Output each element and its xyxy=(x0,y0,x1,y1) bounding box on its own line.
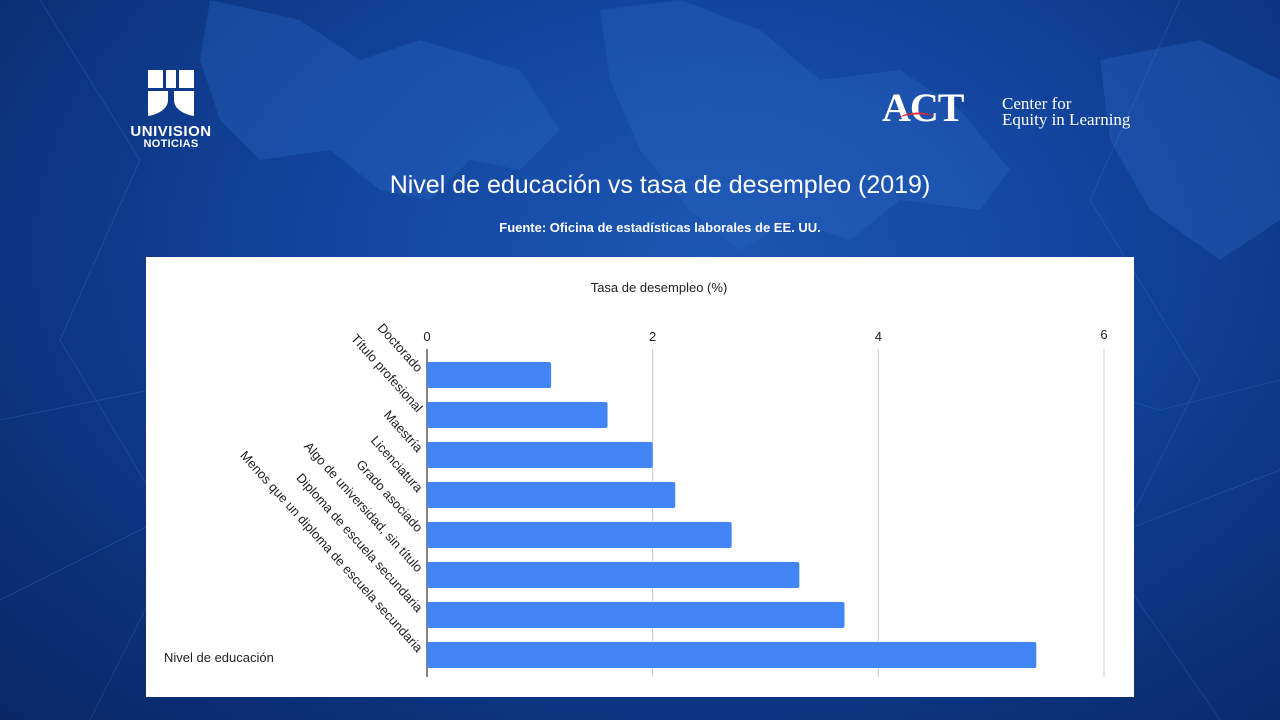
y-axis-label: Nivel de educación xyxy=(164,650,274,665)
bar xyxy=(427,442,653,468)
chart-title: Tasa de desempleo (%) xyxy=(591,280,728,295)
x-tick-label: 0 xyxy=(423,329,430,344)
bar-chart: Tasa de desempleo (%) Nivel de educación… xyxy=(164,280,1108,677)
bar xyxy=(427,562,800,588)
noticias-wordmark: NOTICIAS xyxy=(143,138,199,150)
x-tick-label: 6 xyxy=(1100,327,1107,342)
source-note: Fuente: Oficina de estadísticas laborale… xyxy=(499,220,821,235)
bar xyxy=(427,482,676,508)
bar xyxy=(427,642,1037,668)
bar xyxy=(427,402,608,428)
bar xyxy=(427,362,552,388)
chart-panel: Tasa de desempleo (%) Nivel de educación… xyxy=(146,257,1134,697)
univision-noticias-logo: UNIVISION NOTICIAS xyxy=(128,70,218,154)
univision-shield-icon xyxy=(148,70,194,116)
act-swoosh-icon xyxy=(896,112,936,118)
bar xyxy=(427,522,732,548)
act-subtitle-line1: Center for xyxy=(1002,94,1072,113)
x-tick-label: 2 xyxy=(649,329,656,344)
univision-wordmark: UNIVISION xyxy=(130,123,212,140)
page-title: Nivel de educación vs tasa de desempleo … xyxy=(389,171,931,199)
x-tick-label: 4 xyxy=(875,329,882,344)
bar xyxy=(427,602,845,628)
act-subtitle-line2: Equity in Learning xyxy=(1002,110,1131,129)
act-wordmark: ACT xyxy=(882,85,964,130)
act-center-logo: ACT Center for Equity in Learning xyxy=(882,85,1162,134)
